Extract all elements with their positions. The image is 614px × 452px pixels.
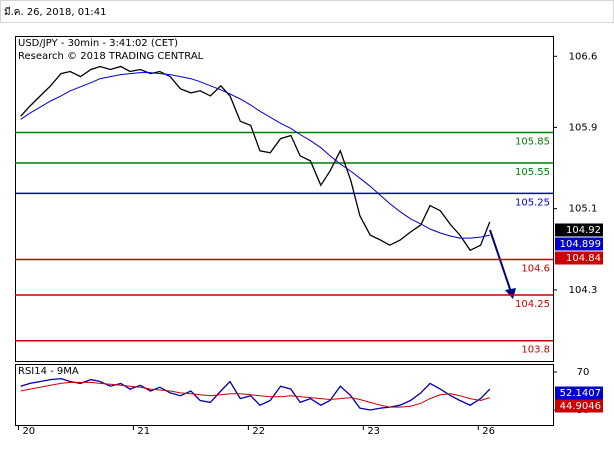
x-tick-label: 21: [137, 426, 150, 437]
price-tag-label: 104.899: [560, 239, 601, 250]
chart-title: USD/JPY - 30min - 3:41:02 (CET): [18, 38, 178, 49]
level-label: 105.25: [515, 197, 550, 208]
x-tick-label: 23: [367, 426, 380, 437]
series-line: [20, 65, 491, 252]
chart-subtitle: Research © 2018 TRADING CENTRAL: [18, 51, 204, 62]
price-tag: [555, 251, 603, 265]
level-label: 105.55: [515, 167, 550, 178]
timestamp: มี.ค. 26, 2018, 01:41: [4, 6, 107, 18]
price-panel: [15, 36, 554, 362]
forecast-arrow: [489, 229, 512, 293]
rsi-panel: [15, 364, 554, 426]
forecast-arrowhead: [505, 288, 516, 299]
series-line: [20, 72, 490, 239]
x-tick-label: 26: [482, 426, 495, 437]
y-tick-label: 105.9: [569, 122, 598, 133]
price-tag: [555, 223, 603, 237]
price-tag-label: 44.9046: [560, 401, 601, 412]
price-tag: [555, 237, 603, 251]
y-tick-label: 106.6: [569, 51, 598, 62]
level-label: 104.25: [515, 299, 550, 310]
series-line: [20, 377, 491, 411]
x-tick-label: 20: [22, 426, 35, 437]
series-line: [20, 381, 490, 408]
price-tag-label: 104.84: [566, 253, 601, 264]
y-tick-label: 105.1: [569, 204, 598, 215]
price-tag: [555, 399, 603, 413]
price-tag-label: 104.92: [566, 225, 601, 236]
price-tag: [555, 386, 603, 400]
y-tick-label: 70: [577, 367, 590, 378]
level-label: 103.8: [521, 345, 550, 356]
price-tag-label: 52.1407: [560, 388, 601, 399]
x-tick-label: 22: [252, 426, 265, 437]
level-label: 105.85: [515, 136, 550, 147]
level-label: 104.6: [521, 263, 550, 274]
rsi-title: RSI14 - 9MA: [18, 366, 79, 377]
y-tick-label: 104.3: [569, 285, 598, 296]
